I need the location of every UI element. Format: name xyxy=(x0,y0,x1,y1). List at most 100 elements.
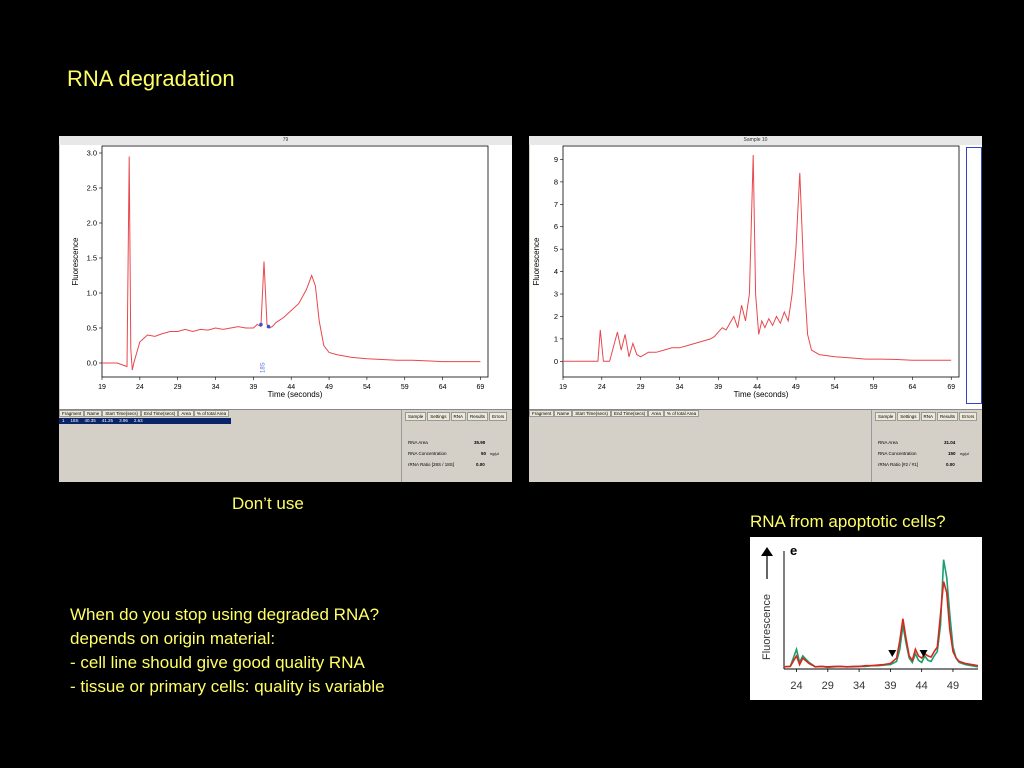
notes-block: When do you stop using degraded RNA? dep… xyxy=(70,603,385,699)
rna-area-value: 35.90 xyxy=(474,440,486,445)
x-axis-label: Time (seconds) xyxy=(734,390,789,399)
y-tick-label: 2.5 xyxy=(87,184,97,193)
tab-results[interactable]: Results xyxy=(467,412,489,421)
x-tick-label: 59 xyxy=(870,384,878,391)
col-header[interactable]: Start Time(secs) xyxy=(572,410,612,417)
results-tabs: Sample Settings RNA Results Errors xyxy=(405,412,508,421)
gel-lane xyxy=(966,147,982,404)
x-tick-label: 24 xyxy=(598,384,606,391)
x-tick-label: 44 xyxy=(287,384,295,391)
rna-concentration-value: 50 xyxy=(481,451,487,456)
y-axis-label: Fluorescence xyxy=(71,237,80,286)
series-line xyxy=(102,156,481,371)
y-tick-label: 3 xyxy=(554,290,558,299)
table-cell: 18S xyxy=(70,418,79,423)
y-tick-label: 4 xyxy=(554,267,558,276)
rna-area-value: 31.04 xyxy=(944,440,956,445)
x-tick-label: 29 xyxy=(174,384,182,391)
col-header[interactable]: Name xyxy=(554,410,573,417)
y-tick-label: 0.0 xyxy=(87,359,97,368)
tab-settings[interactable]: Settings xyxy=(897,412,920,421)
y-axis-label: Fluorescence xyxy=(761,594,773,660)
x-tick-label: 39 xyxy=(249,384,257,391)
chart-svg-inset: 24 29 34 39 44 49 Fluorescence e xyxy=(761,543,979,692)
tab-errors[interactable]: Errors xyxy=(489,412,508,421)
series-line xyxy=(783,581,979,668)
series-line xyxy=(563,154,952,362)
note-line: When do you stop using degraded RNA? xyxy=(70,605,380,624)
chart-svg-left: 0.0 0.5 1.0 1.5 2.0 2.5 3.0 19 24 29 34 39 44 49 54 59 6… xyxy=(71,145,489,399)
rna-concentration-value: 150 xyxy=(948,451,956,456)
x-tick-label: 59 xyxy=(401,384,409,391)
results-pane: Fragment Name Start Time(secs) End Time(… xyxy=(59,409,512,482)
x-tick-label: 49 xyxy=(792,384,800,391)
note-line: - cell line should give good quality RNA xyxy=(70,653,365,672)
y-tick-label: 1.0 xyxy=(87,289,97,298)
x-tick-label: 34 xyxy=(212,384,220,391)
apoptotic-inset-figure: 24 29 34 39 44 49 Fluorescence e xyxy=(750,537,982,700)
tab-rna[interactable]: RNA xyxy=(920,412,937,421)
x-tick-label: 54 xyxy=(363,384,371,391)
tab-rna[interactable]: RNA xyxy=(450,412,467,421)
tab-errors[interactable]: Errors xyxy=(959,412,978,421)
x-tick-label: 19 xyxy=(559,384,567,391)
y-tick-label: 1 xyxy=(554,334,558,343)
x-tick-label: 29 xyxy=(637,384,645,391)
x-tick-label: 34 xyxy=(853,680,865,692)
rna-concentration-unit: ng/µl xyxy=(490,451,499,456)
table-cell: 2.63 xyxy=(133,418,143,423)
fragment-table-header: Fragment Name Start Time(secs) End Time(… xyxy=(59,410,230,417)
col-header[interactable]: % of total Area xyxy=(193,410,230,417)
y-tick-label: 7 xyxy=(554,200,558,209)
col-header[interactable]: % of total Area xyxy=(663,410,700,417)
arrowhead-marker-icon xyxy=(919,650,928,657)
plot-frame xyxy=(101,145,489,378)
panel-header: 79 xyxy=(59,136,512,145)
tab-sample[interactable]: Sample xyxy=(875,412,897,421)
panel-label: e xyxy=(790,543,797,558)
col-header[interactable]: Fragment xyxy=(529,410,555,417)
rrna-ratio-label: rRNA Ratio [28S / 18S] xyxy=(408,462,455,467)
col-header[interactable]: Start Time(secs) xyxy=(102,410,142,417)
y-tick-label: 2.0 xyxy=(87,219,97,228)
tab-sample[interactable]: Sample xyxy=(405,412,427,421)
x-tick-label: 49 xyxy=(947,680,959,692)
slide-title: RNA degradation xyxy=(67,66,235,91)
col-header[interactable]: Name xyxy=(84,410,103,417)
y-tick-label: 1.5 xyxy=(87,254,97,263)
note-line: - tissue or primary cells: quality is va… xyxy=(70,677,385,696)
note-line: depends on origin material: xyxy=(70,629,276,648)
x-tick-label: 44 xyxy=(753,384,761,391)
x-tick-label: 24 xyxy=(790,680,802,692)
y-tick-label: 6 xyxy=(554,222,558,231)
tab-settings[interactable]: Settings xyxy=(427,412,450,421)
x-tick-label: 19 xyxy=(98,384,106,391)
x-tick-label: 34 xyxy=(676,384,684,391)
rna-concentration-unit: ng/µl xyxy=(960,451,969,456)
results-pane: Fragment Name Start Time(secs) End Time(… xyxy=(529,409,982,482)
results-box: Sample Settings RNA Results Errors RNA A… xyxy=(871,410,982,482)
caption-apoptotic: RNA from apoptotic cells? xyxy=(750,512,946,531)
rna-concentration-label: RNA Concentration xyxy=(408,451,447,456)
x-tick-label: 69 xyxy=(947,384,955,391)
x-tick-label: 24 xyxy=(136,384,144,391)
tab-results[interactable]: Results xyxy=(937,412,959,421)
panel-header: Sample 10 xyxy=(529,136,982,145)
rrna-ratio-value: 0.00 xyxy=(476,462,485,467)
col-header[interactable]: Fragment xyxy=(59,410,85,417)
col-header[interactable]: End Time(secs) xyxy=(611,410,649,417)
table-cell: 3.96 xyxy=(119,418,128,423)
col-header[interactable]: Area xyxy=(178,410,194,417)
rna-area-label: RNA Area xyxy=(408,440,428,445)
y-tick-label: 0 xyxy=(554,357,558,366)
table-row[interactable]: 1 18S 40.35 41.25 3.96 2.63 xyxy=(59,418,231,424)
peak-marker xyxy=(266,324,271,329)
x-tick-label: 39 xyxy=(884,680,896,692)
plot-area xyxy=(530,145,982,410)
col-header[interactable]: Area xyxy=(648,410,664,417)
arrowhead-marker-icon xyxy=(888,650,897,657)
col-header[interactable]: End Time(secs) xyxy=(141,410,179,417)
x-tick-label: 39 xyxy=(714,384,722,391)
rna-area-label: RNA Area xyxy=(878,440,898,445)
